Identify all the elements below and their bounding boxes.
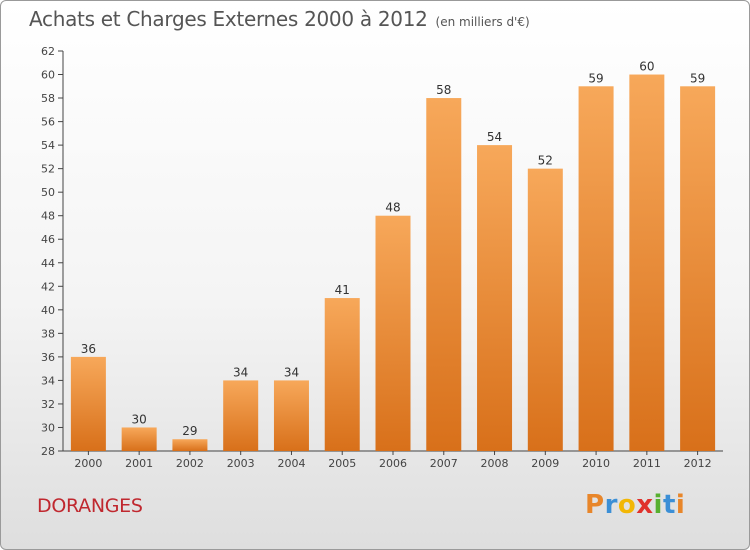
bar-2008 bbox=[477, 145, 513, 451]
y-tick-label: 34 bbox=[41, 374, 55, 387]
x-tick-label: 2011 bbox=[633, 457, 661, 470]
logo-letter: P bbox=[585, 490, 605, 520]
y-tick-label: 62 bbox=[41, 45, 55, 58]
y-tick-label: 50 bbox=[41, 186, 55, 199]
y-tick-label: 42 bbox=[41, 280, 55, 293]
y-tick-label: 38 bbox=[41, 327, 55, 340]
data-label-2000: 36 bbox=[81, 342, 96, 356]
x-tick-label: 2000 bbox=[74, 457, 102, 470]
y-tick-label: 30 bbox=[41, 421, 55, 434]
x-tick-label: 2002 bbox=[176, 457, 204, 470]
data-label-2011: 60 bbox=[639, 60, 654, 74]
y-tick-label: 58 bbox=[41, 92, 55, 105]
y-tick-label: 52 bbox=[41, 163, 55, 176]
data-labels: 36 30 29 34 34 41 48 58 54 52 59 60 59 bbox=[81, 60, 706, 439]
proxiti-logo: Proxiti bbox=[585, 490, 685, 520]
y-tick-label: 40 bbox=[41, 304, 55, 317]
bar-2006 bbox=[375, 215, 411, 451]
commune-name: DORANGES bbox=[37, 495, 143, 517]
logo-letter: x bbox=[636, 490, 654, 520]
data-label-2009: 52 bbox=[538, 154, 553, 168]
chart-title-block: Achats et Charges Externes 2000 à 2012 (e… bbox=[29, 7, 530, 31]
bars bbox=[70, 74, 716, 451]
y-tick-label: 28 bbox=[41, 445, 55, 458]
data-label-2005: 41 bbox=[335, 283, 350, 297]
data-label-2004: 34 bbox=[284, 365, 299, 379]
bar-2003 bbox=[223, 380, 259, 451]
logo-letter: i bbox=[653, 490, 663, 520]
bar-2009 bbox=[527, 168, 563, 451]
y-tick-label: 60 bbox=[41, 69, 55, 82]
bar-2004 bbox=[273, 380, 309, 451]
x-tick-label: 2008 bbox=[481, 457, 509, 470]
data-label-2002: 29 bbox=[182, 424, 197, 438]
y-tick-label: 44 bbox=[41, 257, 55, 270]
x-tick-label: 2005 bbox=[328, 457, 356, 470]
data-label-2008: 54 bbox=[487, 130, 502, 144]
data-label-2012: 59 bbox=[690, 71, 705, 85]
bar-2011 bbox=[629, 74, 665, 451]
y-axis: 28 30 32 34 36 38 40 42 44 46 48 50 52 54 56 58 60 62 bbox=[41, 45, 64, 458]
x-tick-label: 2009 bbox=[531, 457, 559, 470]
data-label-2010: 59 bbox=[588, 71, 603, 85]
x-axis: 2000 2001 2002 2003 2004 2005 2006 2007 2008 2009… bbox=[63, 450, 723, 470]
y-tick-label: 46 bbox=[41, 233, 55, 246]
chart-unit: (en milliers d'€) bbox=[435, 15, 530, 29]
data-label-2006: 48 bbox=[385, 201, 400, 215]
y-tick-label: 54 bbox=[41, 139, 55, 152]
y-tick-label: 32 bbox=[41, 398, 55, 411]
x-tick-label: 2010 bbox=[582, 457, 610, 470]
logo-letter: i bbox=[675, 490, 686, 520]
bar-2002 bbox=[172, 439, 208, 451]
x-tick-label: 2006 bbox=[379, 457, 407, 470]
bar-2001 bbox=[121, 427, 157, 451]
x-tick-label: 2003 bbox=[227, 457, 255, 470]
data-label-2003: 34 bbox=[233, 365, 248, 379]
y-tick-label: 36 bbox=[41, 351, 55, 364]
x-tick-label: 2004 bbox=[277, 457, 305, 470]
bar-2007 bbox=[426, 98, 462, 451]
chart-title: Achats et Charges Externes 2000 à 2012 bbox=[29, 7, 428, 31]
bar-2012 bbox=[680, 86, 716, 451]
x-tick-label: 2007 bbox=[430, 457, 458, 470]
bar-2010 bbox=[578, 86, 614, 451]
data-label-2007: 58 bbox=[436, 83, 451, 97]
x-tick-label: 2001 bbox=[125, 457, 153, 470]
logo-letter: o bbox=[617, 490, 637, 520]
bar-2005 bbox=[324, 298, 360, 451]
bar-2000 bbox=[70, 356, 106, 451]
data-label-2001: 30 bbox=[132, 412, 147, 426]
y-tick-label: 56 bbox=[41, 116, 55, 129]
y-tick-label: 48 bbox=[41, 210, 55, 223]
logo-letter: t bbox=[662, 490, 676, 520]
x-tick-label: 2012 bbox=[684, 457, 712, 470]
logo-letter: r bbox=[604, 490, 618, 520]
